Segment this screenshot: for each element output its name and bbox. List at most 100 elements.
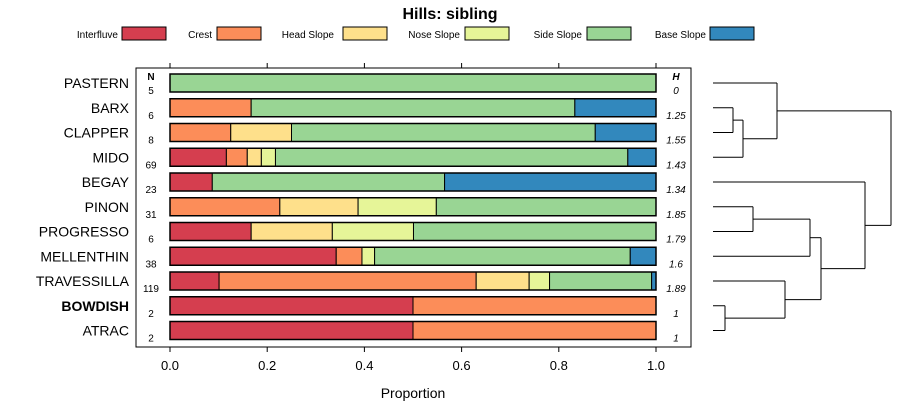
bar-row-mido	[169, 147, 657, 167]
legend-swatch-interfluve	[121, 26, 167, 41]
h-label-progresso: 1.79	[666, 235, 686, 246]
x-tick-label-5: 1.0	[647, 358, 665, 373]
x-tick-label-2: 0.4	[355, 358, 373, 373]
bar-outline-mellenthin	[169, 246, 657, 266]
bar-segment-mellenthin-side-slope	[374, 246, 631, 266]
category-label-pinon: PINON	[85, 199, 129, 215]
legend-swatch-base-slope	[709, 26, 755, 41]
bar-segment-pastern-side-slope	[169, 73, 657, 93]
legend-swatch-crest	[216, 26, 262, 41]
bar-row-bowdish	[169, 296, 657, 316]
n-label-travessilla: 119	[143, 284, 159, 295]
bar-outline-progresso	[169, 221, 657, 242]
n-labels: 5 6 8 69 23 31 6 38 119 2 2	[143, 86, 159, 345]
x-tick-label-4: 0.8	[550, 358, 568, 373]
h-label-mido: 1.43	[666, 160, 686, 171]
bar-row-progresso	[169, 221, 657, 242]
n-label-bowdish: 2	[148, 309, 154, 320]
bar-segment-mellenthin-base-slope	[629, 246, 657, 266]
category-label-atrac: ATRAC	[83, 323, 129, 339]
bar-segment-travessilla-head-slope	[475, 271, 530, 291]
h-label-pastern: 0	[673, 86, 679, 97]
legend-label-nose-slope: Nose Slope	[408, 30, 460, 41]
bar-segment-clapper-crest	[169, 123, 232, 142]
bar-segment-mellenthin-nose-slope	[361, 246, 376, 266]
bar-segment-clapper-head-slope	[230, 123, 292, 142]
bar-segment-barx-base-slope	[574, 98, 657, 118]
dendrogram	[713, 82, 892, 331]
h-label-barx: 1.25	[666, 111, 686, 122]
bar-segment-begay-side-slope	[211, 172, 446, 192]
bar-row-atrac	[169, 320, 657, 341]
bar-outline-bowdish	[169, 296, 657, 316]
n-label-pinon: 31	[145, 210, 157, 221]
category-label-travessilla: TRAVESSILLA	[36, 273, 130, 289]
legend-label-interfluve: Interfluve	[77, 30, 119, 41]
bar-segment-mido-nose-slope	[260, 147, 276, 167]
bar-outline-travessilla	[169, 271, 657, 291]
h-column-header: H	[672, 72, 680, 83]
bar-segment-progresso-side-slope	[412, 222, 657, 241]
bar-segment-progresso-interfluve	[169, 222, 252, 241]
bar-segment-barx-crest	[169, 98, 252, 118]
bar-segment-mido-crest	[225, 147, 248, 167]
category-label-barx: BARX	[91, 100, 130, 116]
bar-segment-barx-side-slope	[250, 98, 576, 118]
bar-segment-pinon-head-slope	[279, 197, 359, 217]
category-label-mido: MIDO	[92, 149, 129, 165]
plot-frame	[135, 67, 692, 348]
category-label-clapper: CLAPPER	[64, 125, 129, 141]
h-label-bowdish: 1	[673, 309, 679, 320]
h-label-pinon: 1.85	[666, 210, 686, 221]
bar-segment-atrac-interfluve	[169, 321, 414, 340]
bar-segment-bowdish-crest	[412, 296, 657, 316]
bar-row-clapper	[169, 122, 657, 143]
n-label-mellenthin: 38	[145, 259, 157, 270]
category-label-bowdish: BOWDISH	[61, 298, 129, 314]
legend-label-side-slope: Side Slope	[534, 30, 583, 41]
bar-row-pinon	[169, 197, 657, 217]
bar-outline-barx	[169, 98, 657, 118]
n-column-header: N	[147, 72, 154, 83]
bar-segment-bowdish-interfluve	[169, 296, 414, 316]
bar-segment-progresso-head-slope	[250, 222, 333, 241]
legend: Interfluve Crest Head Slope Nose Slope Side …	[77, 26, 755, 41]
n-label-mido: 69	[145, 160, 157, 171]
bar-segment-mido-side-slope	[274, 147, 629, 167]
bar-segment-mido-interfluve	[169, 147, 227, 167]
bar-row-mellenthin	[169, 246, 657, 266]
n-label-clapper: 8	[148, 136, 154, 147]
chart-title: Hills: sibling	[402, 6, 497, 23]
bar-segment-pinon-crest	[169, 197, 281, 217]
h-label-mellenthin: 1.6	[669, 259, 683, 270]
bar-segment-travessilla-side-slope	[549, 271, 653, 291]
bar-outline-pinon	[169, 197, 657, 217]
bar-segment-travessilla-interfluve	[169, 271, 220, 291]
category-label-pastern: PASTERN	[64, 75, 129, 91]
legend-swatch-nose-slope	[464, 26, 510, 41]
bar-segment-atrac-crest	[412, 321, 657, 340]
h-label-atrac: 1	[673, 334, 679, 345]
n-label-pastern: 5	[148, 86, 154, 97]
h-label-begay: 1.34	[666, 185, 686, 196]
x-axis-title: Proportion	[381, 385, 446, 401]
bars-layer	[169, 73, 657, 341]
bar-segment-pinon-side-slope	[435, 197, 657, 217]
h-labels: 0 1.25 1.55 1.43 1.34 1.85 1.79 1.6 1.89 1 1	[666, 86, 686, 345]
legend-label-crest: Crest	[188, 30, 212, 41]
x-tick-label-0: 0.0	[161, 358, 179, 373]
n-label-atrac: 2	[148, 334, 154, 345]
bar-row-pastern	[169, 73, 657, 93]
bar-segment-clapper-side-slope	[291, 123, 596, 142]
bar-segment-clapper-base-slope	[594, 123, 657, 142]
bar-segment-pinon-nose-slope	[357, 197, 437, 217]
bar-outline-pastern	[169, 73, 657, 93]
legend-swatch-head-slope	[342, 26, 388, 41]
bar-segment-progresso-nose-slope	[331, 222, 414, 241]
bar-segment-begay-interfluve	[169, 172, 213, 192]
bar-row-travessilla	[169, 271, 657, 291]
bar-segment-travessilla-nose-slope	[528, 271, 551, 291]
bar-segment-mido-head-slope	[246, 147, 262, 167]
legend-swatch-side-slope	[586, 26, 632, 41]
